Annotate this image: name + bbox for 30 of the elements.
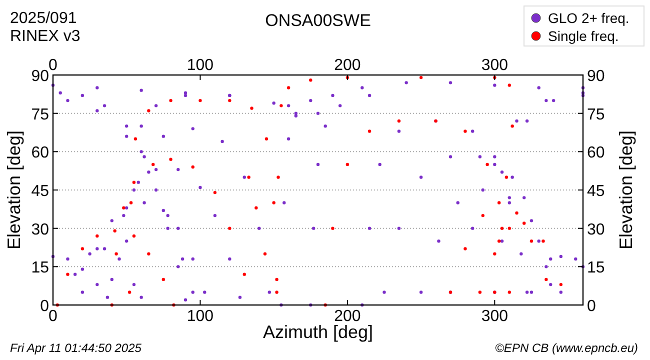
y-tick-label: 90 [31, 68, 50, 85]
x-axis-title: Azimuth [deg] [262, 322, 374, 342]
y2-tick-label: 45 [587, 183, 605, 200]
y-axis-title: Elevation [deg] [4, 130, 24, 250]
x2-tick-label: 100 [186, 308, 214, 325]
y2-tick-label: 30 [587, 221, 605, 238]
legend-label: Single freq. [548, 28, 619, 44]
y-tick-label: 30 [31, 221, 50, 238]
text: RINEX v3 [10, 28, 80, 45]
x-tick-label: 100 [186, 57, 214, 74]
y-tick-label: 75 [31, 106, 50, 124]
y2-axis-title: Elevation [deg] [616, 130, 636, 250]
legend-label: GLO 2+ freq. [548, 10, 630, 26]
y2-tick-label: 75 [587, 106, 605, 124]
y-tick-label: 45 [31, 183, 50, 200]
x-tick-label: 200 [334, 57, 361, 74]
y2-tick-label: 90 [587, 68, 605, 85]
x2-tick-label: 300 [481, 308, 508, 325]
y-tick-label: 60 [31, 144, 50, 162]
text: 2025/091 [10, 10, 77, 27]
text: Fri Apr 11 01:44:50 2025 [10, 341, 142, 355]
x2-tick-label: 200 [334, 308, 361, 325]
x-tick-label: 300 [481, 57, 508, 74]
y2-tick-label: 60 [587, 144, 605, 162]
text: ©EPN CB (www.epncb.eu) [495, 341, 638, 355]
y2-tick-label: 0 [587, 298, 596, 315]
y2-tick-label: 15 [587, 260, 605, 277]
y-tick-label: 15 [31, 260, 50, 277]
chart-title: ONSA00SWE [265, 11, 371, 30]
y-tick-label: 0 [40, 298, 50, 315]
